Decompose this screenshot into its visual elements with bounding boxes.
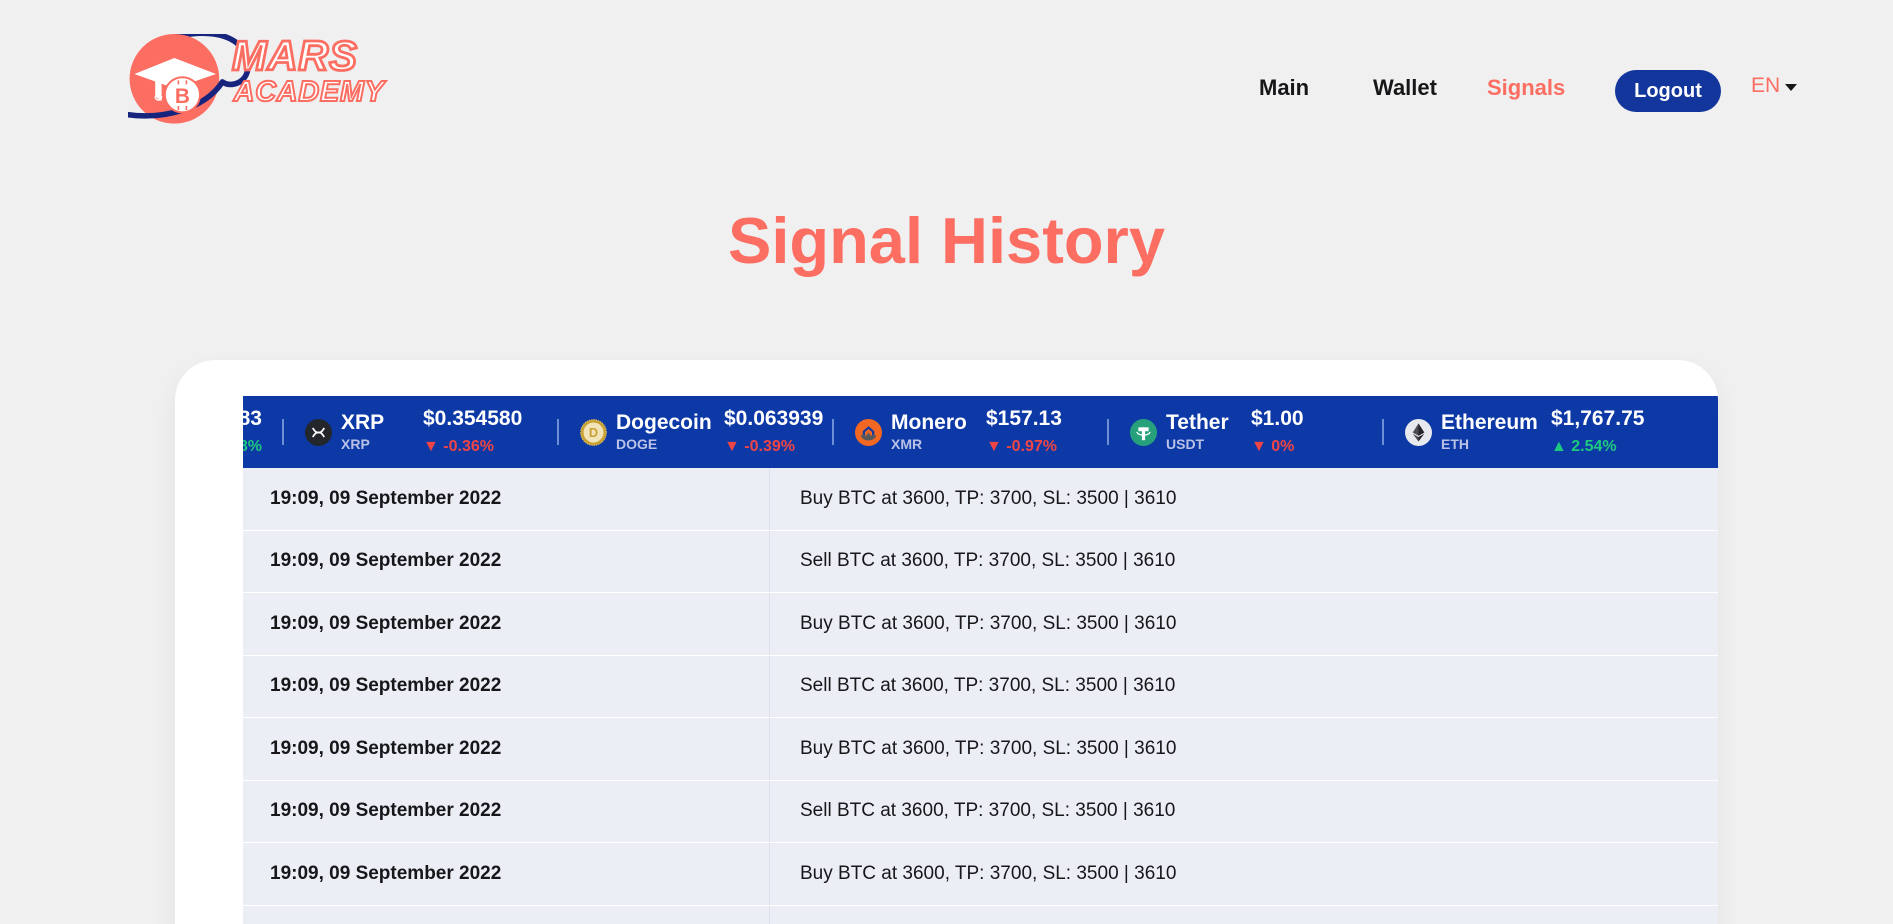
svg-text:B: B bbox=[175, 85, 190, 108]
svg-text:D: D bbox=[589, 425, 598, 440]
